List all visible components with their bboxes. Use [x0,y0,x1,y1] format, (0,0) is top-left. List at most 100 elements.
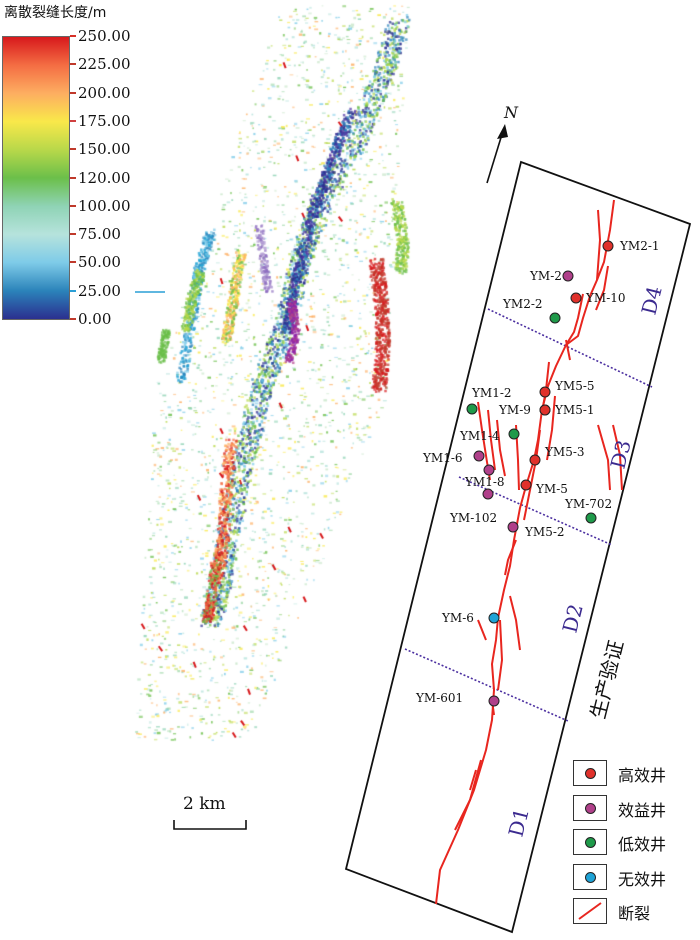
fault-line [546,395,556,461]
well-marker [483,464,495,476]
colorbar-tick-label: 175.00 [78,111,131,130]
colorbar-tick-label: 250.00 [78,27,131,45]
legend-label: 效益井 [618,800,667,820]
well-label: YM-2 [529,269,562,283]
well-label: YM1-6 [422,451,463,465]
well-label: YM5-3 [544,445,585,459]
colorbar-tick-label: 225.00 [78,55,131,74]
well-label: YM1-8 [464,475,505,489]
colorbar-tick-mark [70,261,76,264]
zone-label: D2 [558,601,588,635]
fault-line [469,769,477,791]
legend-swatch [573,863,607,890]
well-label: YM-601 [415,691,463,705]
colorbar-tick-mark [70,204,76,207]
well-label: YM5-1 [554,403,595,417]
well-label: YM1-4 [459,429,500,443]
colorbar-tick-label: 75.00 [78,225,121,244]
north-arrow: N [486,103,519,184]
colorbar-tick-label: 100.00 [78,196,131,215]
colorbar-title: 离散裂缝长度/m [4,5,107,21]
well-marker [529,454,541,466]
fault-line [597,424,611,491]
colorbar-tick-mark [70,289,76,292]
well-marker [549,312,561,324]
well-label: YM-702 [564,497,612,511]
well-marker [539,404,551,416]
fault-line [504,539,517,576]
well-marker [507,521,519,533]
colorbar-tick-label: 25.00 [78,281,121,300]
zone-labels: D4 D3 D2 D1 [504,283,667,839]
well-dot-icon [585,837,596,848]
fault-icon [578,902,602,920]
well-label: YM2-1 [619,239,660,253]
north-label: N [503,103,519,122]
well-label: YM5-2 [524,525,565,539]
fault-line [612,424,623,491]
zone-boundary-line [404,648,569,722]
zone-boundaries [404,308,653,722]
well-marker [539,386,551,398]
fault-line [595,265,609,311]
fault-line [477,619,487,641]
colorbar-tick-label: 120.00 [78,168,131,187]
colorbar-tick-mark [70,63,76,66]
fault-lines [435,199,623,905]
zone-boundary-line [487,308,653,388]
colorbar-tick-mark [70,148,76,151]
well-marker [562,270,574,282]
well-marker [473,450,485,462]
fault-line [523,429,541,521]
fault-line [487,409,496,471]
scale-bar-label: 2 km [183,794,226,814]
zone-label: D1 [504,805,534,839]
legend-swatch [573,829,607,855]
legend-swatch [573,898,607,924]
fault-line [596,209,601,281]
fault-line [435,199,615,905]
fault-line [496,419,506,477]
colorbar-tick-mark [70,176,76,179]
colorbar-tick-mark [70,35,76,37]
colorbar-tick-label: 150.00 [78,140,131,159]
well-marker [520,479,532,491]
well-label: YM-102 [449,511,497,525]
production-verification-label: 生产验证 [586,638,629,721]
fault-line [454,759,482,831]
legend-label: 无效井 [618,869,667,889]
colorbar-tick-label: 200.00 [78,83,131,102]
well-marker [466,403,478,415]
well-marker [482,488,494,500]
zone-label: D3 [606,437,636,471]
colorbar-tick-label: 0.00 [78,310,112,328]
colorbar-tick-mark [70,119,76,122]
well-marker [488,695,500,707]
colorbar-tick-label: 50.00 [78,253,121,272]
legend-swatch [573,794,607,821]
well-dot-icon [585,871,596,883]
legend-swatch [573,760,607,786]
panel-frame [344,160,692,934]
well-label: YM2-2 [502,297,543,311]
legend-label: 断裂 [618,904,651,923]
legend-label: 低效井 [618,835,667,854]
fault-line [565,293,584,346]
fault-line [565,339,571,361]
well-dot-icon [585,768,596,779]
well-label: YM5-5 [554,379,595,393]
well-marker [508,428,520,440]
well-marker [602,240,614,252]
well-marker [585,512,597,524]
zone-label: D4 [637,283,667,317]
wells-layer: YM2-1 YM-2 YM-10 YM2-2 YM5-5 YM1-2 YM-9 YM5-1 YM… [415,239,660,707]
colorbar-tick-mark [70,91,76,94]
well-label: YM-5 [535,482,568,496]
fault-line [497,619,503,691]
well-marker [488,612,500,624]
well-marker [570,292,582,304]
well-label: YM-9 [498,403,531,417]
well-label: YM-10 [585,291,626,305]
well-dot-icon [585,802,596,814]
